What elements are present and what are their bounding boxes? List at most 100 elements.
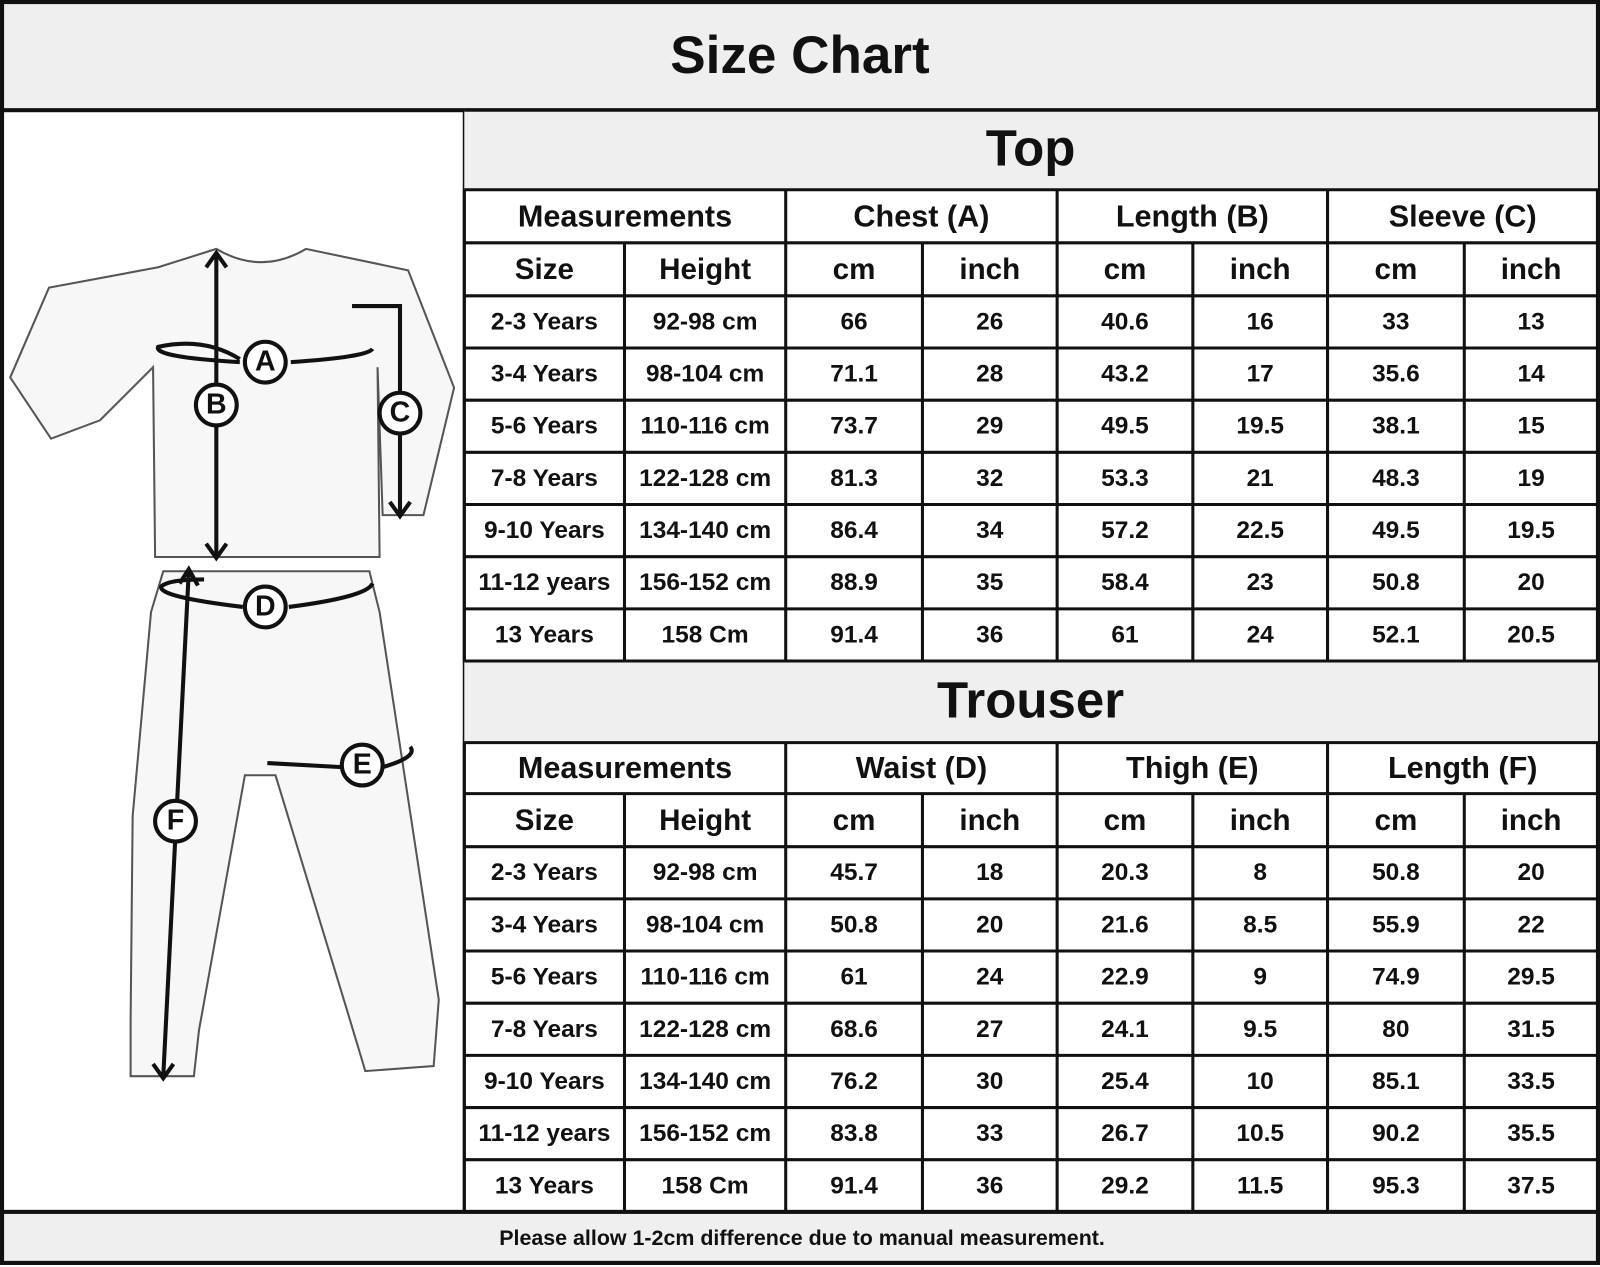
column-header: Size — [515, 253, 574, 286]
cell: 26.7 — [1101, 1120, 1149, 1147]
cell: 34 — [976, 517, 1004, 544]
cell: 53.3 — [1101, 465, 1149, 492]
cell: 13 — [1517, 308, 1544, 335]
column-header: cm — [1104, 253, 1147, 286]
cell: 35.6 — [1372, 361, 1420, 388]
column-header: cm — [1375, 804, 1418, 837]
cell: 32 — [976, 465, 1003, 492]
column-header: Height — [659, 804, 751, 837]
cell: 22.9 — [1101, 964, 1149, 991]
cell: 14 — [1517, 361, 1545, 388]
cell: 24 — [976, 964, 1004, 991]
cell: 33 — [1382, 308, 1409, 335]
cell: 9 — [1253, 964, 1267, 991]
cell: 86.4 — [830, 517, 878, 544]
group-header: Sleeve (C) — [1389, 199, 1537, 233]
cell: 20.3 — [1101, 859, 1149, 886]
column-header: inch — [1230, 253, 1291, 286]
cell: 21 — [1247, 465, 1274, 492]
cell: 156-152 cm — [639, 569, 771, 596]
cell: 36 — [976, 1172, 1003, 1199]
group-header: Measurements — [518, 199, 732, 233]
cell: 81.3 — [830, 465, 878, 492]
cell: 74.9 — [1372, 964, 1420, 991]
title-band — [0, 0, 1600, 113]
cell: 19.5 — [1507, 517, 1555, 544]
cell: 43.2 — [1101, 361, 1149, 388]
cell: 66 — [840, 308, 867, 335]
cell: 35.5 — [1507, 1120, 1555, 1147]
cell: 85.1 — [1372, 1068, 1420, 1095]
cell: 28 — [976, 361, 1003, 388]
section-title-band — [464, 661, 1598, 743]
cell: 134-140 cm — [639, 517, 771, 544]
cell: 92-98 cm — [653, 308, 758, 335]
column-header: inch — [1501, 253, 1562, 286]
column-header: inch — [1501, 804, 1562, 837]
column-header: inch — [959, 804, 1020, 837]
arrow-a — [156, 341, 375, 365]
cell: 22 — [1517, 911, 1544, 938]
label-circle — [377, 390, 423, 436]
cell: 19.5 — [1236, 413, 1284, 440]
cell: 92-98 cm — [653, 859, 758, 886]
diagram-label: B — [206, 389, 227, 421]
cell: 8 — [1253, 859, 1267, 886]
cell: 48.3 — [1372, 465, 1420, 492]
cell: 68.6 — [830, 1016, 878, 1043]
cell: 8.5 — [1243, 911, 1277, 938]
label-circle — [339, 742, 385, 788]
cell: 26 — [976, 308, 1003, 335]
cell: 61 — [1111, 621, 1138, 648]
cell: 61 — [840, 964, 867, 991]
cell: 10.5 — [1236, 1120, 1284, 1147]
title: Size Chart — [670, 26, 930, 85]
cell: 90.2 — [1372, 1120, 1420, 1147]
section-title: Trouser — [937, 671, 1124, 728]
arrow-c — [352, 303, 412, 520]
label-circle — [242, 584, 288, 630]
group-header: Measurements — [518, 751, 732, 785]
cell: 23 — [1247, 569, 1274, 596]
cell: 50.8 — [1372, 859, 1420, 886]
cell: 71.1 — [830, 361, 878, 388]
cell: 29 — [976, 413, 1003, 440]
cell: 7-8 Years — [491, 1016, 598, 1043]
cell: 73.7 — [830, 413, 878, 440]
cell: 3-4 Years — [491, 361, 598, 388]
cell: 110-116 cm — [640, 964, 769, 991]
cell: 24.1 — [1101, 1016, 1149, 1043]
cell: 49.5 — [1372, 517, 1420, 544]
arrow-e — [267, 745, 414, 770]
cell: 17 — [1247, 361, 1274, 388]
cell: 11.5 — [1237, 1172, 1283, 1199]
diagram-label: E — [353, 749, 372, 781]
group-header: Thigh (E) — [1126, 751, 1259, 785]
cell: 16 — [1247, 308, 1274, 335]
cell: 80 — [1382, 1016, 1409, 1043]
cell: 91.4 — [830, 621, 878, 648]
cell: 21.6 — [1101, 911, 1149, 938]
cell: 20 — [1517, 859, 1544, 886]
cell: 49.5 — [1101, 413, 1149, 440]
cell: 25.4 — [1101, 1068, 1149, 1095]
group-header: Length (B) — [1116, 199, 1269, 233]
cell: 2-3 Years — [491, 308, 598, 335]
label-circle — [193, 382, 239, 428]
column-header: cm — [1104, 804, 1147, 837]
cell: 38.1 — [1372, 413, 1420, 440]
cell: 98-104 cm — [646, 361, 764, 388]
cell: 52.1 — [1372, 621, 1420, 648]
cell: 20 — [1517, 569, 1544, 596]
cell: 35 — [976, 569, 1003, 596]
cell: 37.5 — [1507, 1172, 1555, 1199]
column-header: cm — [833, 253, 876, 286]
cell: 2-3 Years — [491, 859, 598, 886]
cell: 9-10 Years — [484, 1068, 605, 1095]
diagram-label: D — [255, 591, 276, 623]
cell: 20.5 — [1507, 621, 1555, 648]
cell: 5-6 Years — [491, 413, 598, 440]
cell: 29.2 — [1101, 1172, 1149, 1199]
section-title-band — [464, 110, 1598, 190]
